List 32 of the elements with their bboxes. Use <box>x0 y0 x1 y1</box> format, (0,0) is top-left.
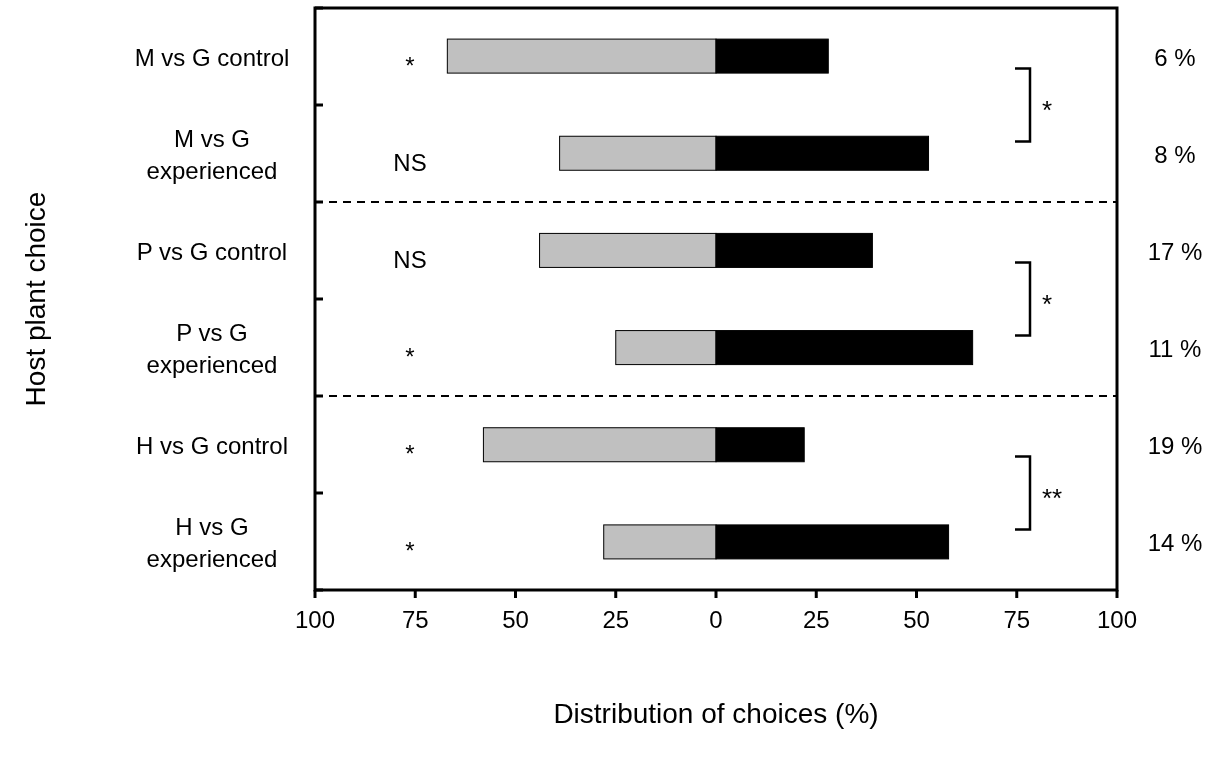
x-tick-label: 25 <box>802 606 830 633</box>
x-tick-label: 0 <box>709 606 723 633</box>
text: 14 % <box>1147 528 1203 556</box>
text: 11 % <box>1148 334 1202 362</box>
annotation: * <box>405 439 415 467</box>
annotation: * <box>405 342 415 370</box>
annotation: * <box>405 51 415 79</box>
annotation: * <box>1042 289 1053 319</box>
text: 17 % <box>1147 237 1203 265</box>
x-tick-label: 100 <box>1096 606 1138 633</box>
y-tick-label: M vs G experienced <box>146 124 278 184</box>
annotation: * <box>1042 95 1053 125</box>
annotation: NS <box>393 245 427 273</box>
x-tick-label: 25 <box>602 606 630 633</box>
y-tick-label: P vs G experienced <box>146 318 278 378</box>
x-tick-label: 100 <box>294 606 336 633</box>
annotation: * <box>405 536 415 564</box>
x-tick-label: 50 <box>903 606 930 633</box>
annotation: NS <box>393 148 427 176</box>
y-tick-label: H vs G experienced <box>146 512 278 572</box>
x-tick-label: 75 <box>401 606 429 633</box>
y-tick-label: P vs G control <box>136 237 288 265</box>
annotation: ** <box>1042 483 1063 513</box>
x-tick-label: 75 <box>1003 606 1031 633</box>
x-tick-label: 50 <box>502 606 529 633</box>
x-axis-title: Distribution of choices (%) <box>553 698 879 729</box>
y-tick-label: H vs G control <box>135 431 289 459</box>
text: 6 % <box>1154 43 1196 71</box>
text: 8 % <box>1154 140 1196 168</box>
y-tick-label: M vs G control <box>134 43 290 71</box>
y-axis-title: Host plant choice <box>20 191 51 407</box>
text: 19 % <box>1147 431 1203 459</box>
